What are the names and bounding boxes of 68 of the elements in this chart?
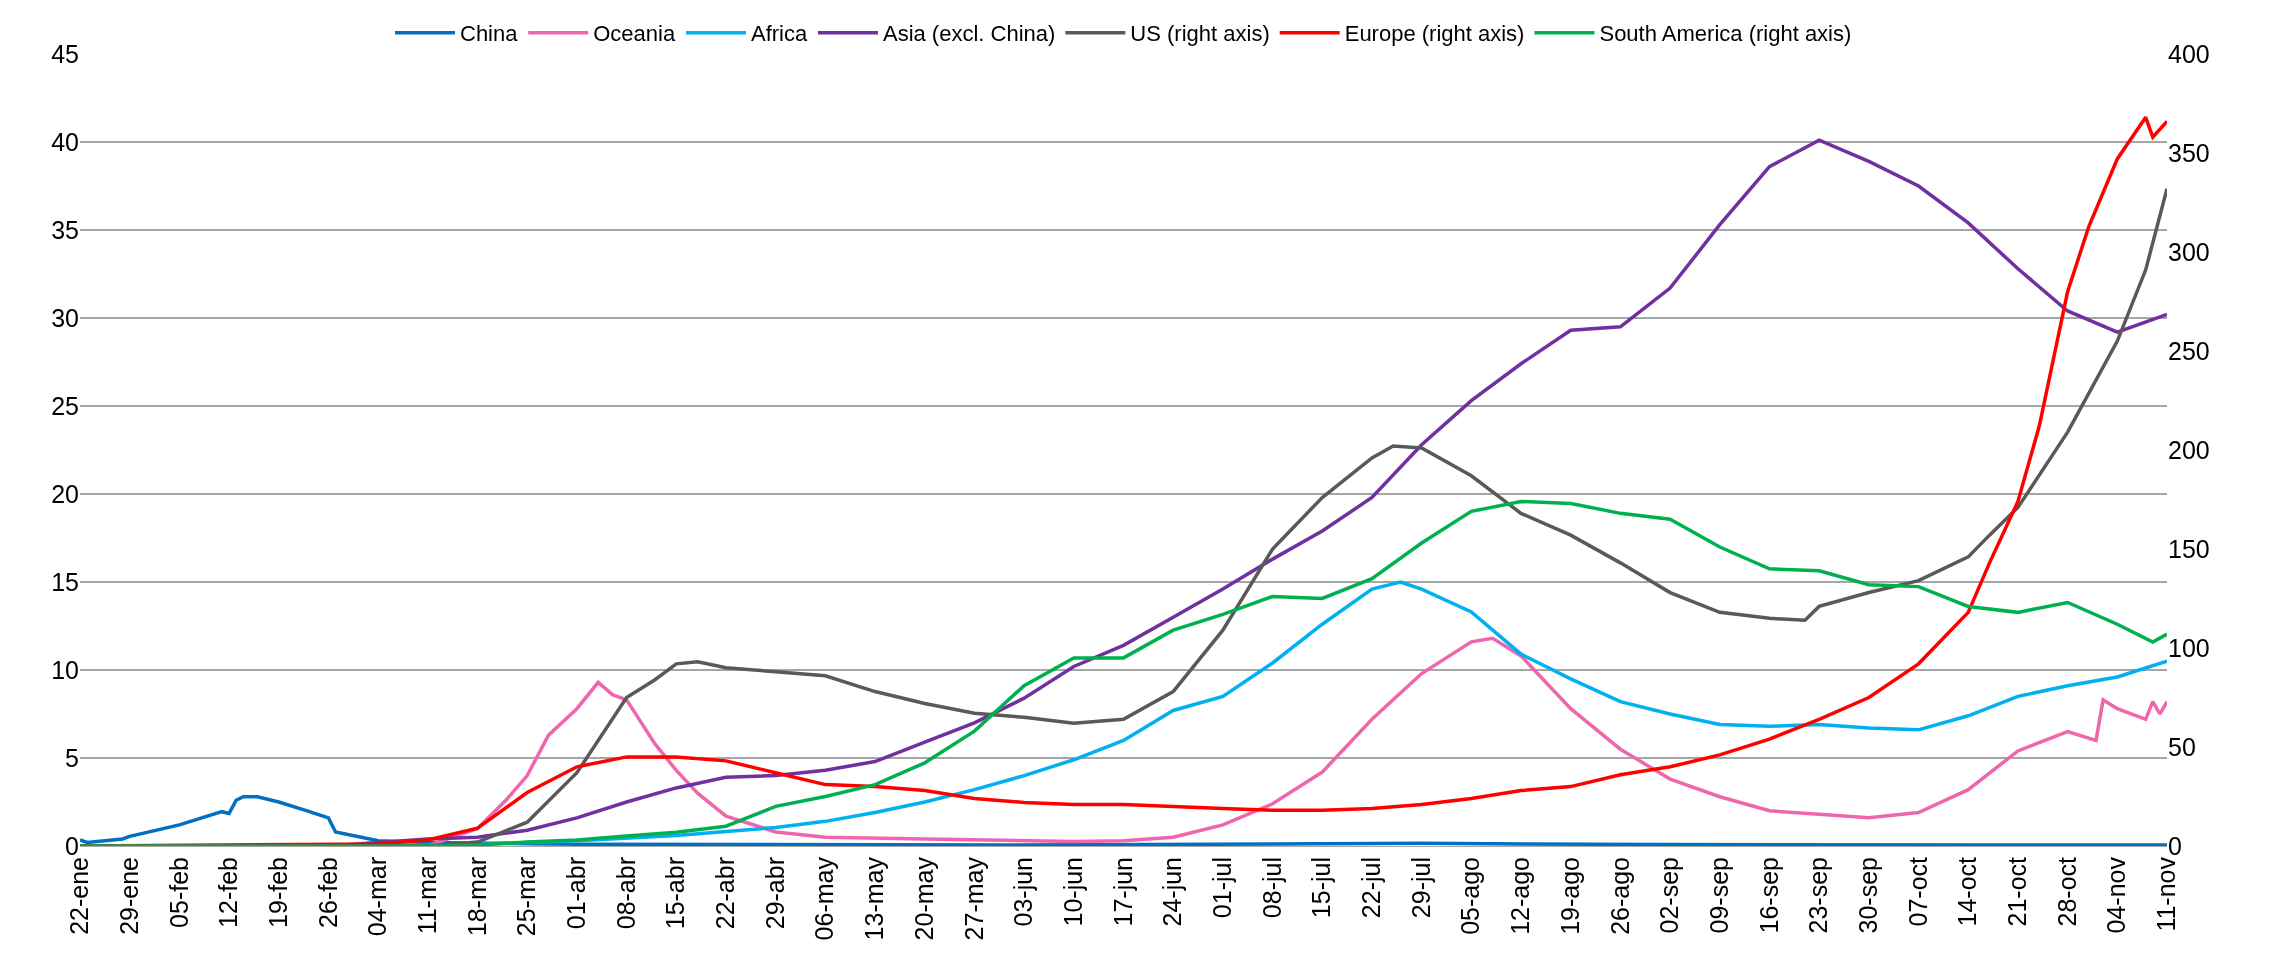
line-series [80, 794, 2167, 846]
x-tick-label: 11-mar [412, 857, 441, 935]
x-tick-label: 29-ene [114, 857, 143, 935]
x-tick-label: 26-feb [313, 857, 342, 928]
legend-label: Oceania [593, 21, 676, 47]
x-tick-label: 06-may [810, 856, 839, 941]
legend-label: Asia (excl. China) [882, 21, 1056, 47]
x-tick-label: 26-ago [1605, 857, 1634, 935]
y2-tick-label: 50 [2168, 732, 2196, 761]
y-tick-label: 25 [51, 391, 79, 420]
x-tick-label: 01-jul [1208, 857, 1237, 919]
x-tick-label: 24-jun [1158, 857, 1187, 927]
y-tick-label: 30 [51, 303, 79, 332]
x-tick-label: 17-jun [1108, 857, 1137, 927]
x-tick-label: 27-may [959, 856, 988, 941]
x-tick-label: 22-abr [711, 857, 740, 930]
x-tick-label: 08-jul [1257, 857, 1286, 919]
y2-tick-label: 150 [2168, 534, 2210, 563]
y-tick-label: 40 [51, 127, 79, 156]
x-tick-label: 25-mar [512, 857, 541, 937]
x-tick-label: 29-abr [760, 857, 789, 930]
x-tick-label: 02-sep [1655, 857, 1684, 934]
y2-tick-label: 400 [2168, 39, 2210, 68]
x-tick-label: 15-jul [1307, 857, 1336, 919]
y2-tick-label: 250 [2168, 336, 2210, 365]
x-tick-label: 08-abr [611, 857, 640, 930]
y2-tick-label: 300 [2168, 237, 2210, 266]
x-tick-label: 19-feb [263, 857, 292, 928]
x-tick-label: 19-ago [1555, 857, 1584, 935]
y2-tick-label: 350 [2168, 138, 2210, 167]
x-tick-label: 15-abr [661, 857, 690, 930]
x-tick-label: 22-jul [1357, 857, 1386, 919]
x-tick-label: 20-may [909, 856, 938, 941]
x-tick-label: 09-sep [1704, 857, 1733, 934]
x-tick-label: 10-jun [1058, 857, 1087, 927]
x-tick-label: 12-ago [1506, 857, 1535, 935]
y-tick-label: 45 [51, 39, 79, 68]
x-tick-label: 05-ago [1456, 857, 1485, 935]
y-tick-label: 35 [51, 215, 79, 244]
x-tick-label: 01-abr [562, 857, 591, 930]
y2-tick-label: 100 [2168, 633, 2210, 662]
x-tick-label: 03-jun [1009, 857, 1038, 927]
legend-label: South America (right axis) [1599, 21, 1852, 47]
y-tick-label: 10 [51, 655, 79, 684]
y-tick-label: 20 [51, 479, 79, 508]
x-tick-label: 22-ene [65, 857, 94, 935]
x-tick-label: 30-sep [1853, 857, 1882, 934]
x-tick-label: 07-oct [1903, 856, 1932, 927]
x-tick-label: 23-sep [1804, 857, 1833, 934]
x-tick-label: 28-oct [2052, 856, 2081, 927]
y-tick-label: 15 [51, 567, 79, 596]
x-tick-label: 13-may [860, 856, 889, 941]
x-tick-label: 14-oct [1953, 856, 1982, 927]
y2-tick-label: 200 [2168, 435, 2210, 464]
x-tick-label: 16-sep [1754, 857, 1783, 934]
legend-label: Africa [750, 21, 808, 47]
y-tick-label: 5 [65, 743, 79, 772]
x-tick-label: 05-feb [164, 857, 193, 928]
x-tick-label: 04-mar [363, 857, 392, 937]
x-tick-label: 18-mar [462, 857, 491, 937]
x-tick-label: 04-nov [2102, 856, 2131, 934]
x-tick-label: 29-jul [1406, 857, 1435, 919]
legend-label: US (right axis) [1130, 21, 1270, 47]
legend-label: Europe (right axis) [1344, 21, 1525, 47]
legend-label: China [460, 21, 519, 47]
x-tick-label: 12-feb [214, 857, 243, 928]
x-tick-label: 21-oct [2003, 856, 2032, 927]
line-series [80, 499, 2167, 846]
